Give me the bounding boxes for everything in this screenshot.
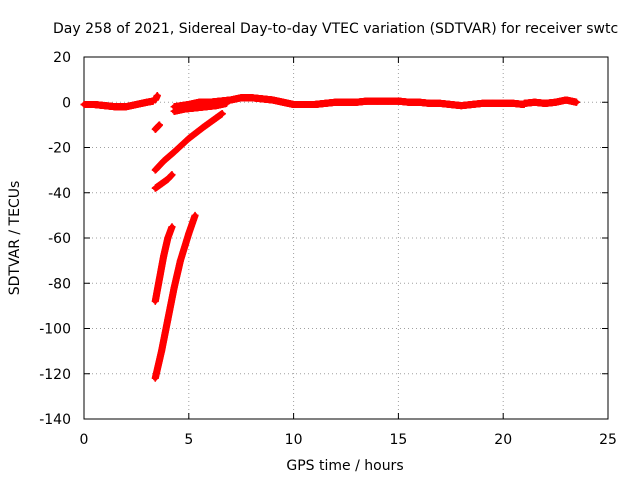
series-arc-drop-1: [151, 223, 176, 305]
series-arc-recovery-1: [151, 110, 226, 174]
series-arc-drop-2: [151, 211, 199, 382]
x-axis-title: GPS time / hours: [286, 458, 403, 474]
series-arc-recovery-2: [151, 171, 176, 192]
y-tick-label: 20: [53, 50, 71, 66]
y-tick-label: -80: [48, 276, 71, 292]
data-points: [80, 91, 581, 382]
series-arc-spike: [151, 91, 161, 104]
data-point: [168, 171, 176, 179]
data-point: [573, 98, 581, 106]
y-axis-title: SDTVAR / TECUs: [7, 181, 23, 296]
x-tick-label: 0: [80, 432, 89, 448]
y-tick-label: 0: [62, 95, 71, 111]
y-tick-label: -140: [39, 412, 71, 428]
y-tick-label: -100: [39, 322, 71, 338]
data-point: [218, 110, 226, 118]
series-arc-main-baseline: [80, 97, 157, 111]
x-tick-label: 15: [389, 432, 407, 448]
series-arc-main-low: [170, 99, 231, 115]
y-tick-label: -20: [48, 141, 71, 157]
series-arc-main-high: [170, 94, 528, 111]
y-tick-label: -60: [48, 231, 71, 247]
y-tick-label: -120: [39, 367, 71, 383]
data-point: [191, 211, 199, 219]
data-point: [153, 91, 161, 99]
series-arc-tail: [520, 96, 581, 107]
axis-ticks: 0 5 10 15 20 25 -140 -120 -100 -80 -60 -40 -20 0 20: [39, 50, 617, 448]
plot-frame: [83, 56, 609, 420]
x-tick-label: 25: [599, 432, 617, 448]
data-point: [168, 223, 176, 231]
chart-title: Day 258 of 2021, Sidereal Day-to-day VTE…: [53, 21, 618, 37]
x-tick-label: 20: [494, 432, 512, 448]
data-point: [155, 121, 163, 129]
x-tick-label: 5: [184, 432, 193, 448]
x-tick-label: 10: [285, 432, 303, 448]
data-point: [223, 99, 231, 107]
grid-lines: [84, 57, 608, 419]
y-tick-label: -40: [48, 186, 71, 202]
series-arc-short: [151, 121, 163, 133]
